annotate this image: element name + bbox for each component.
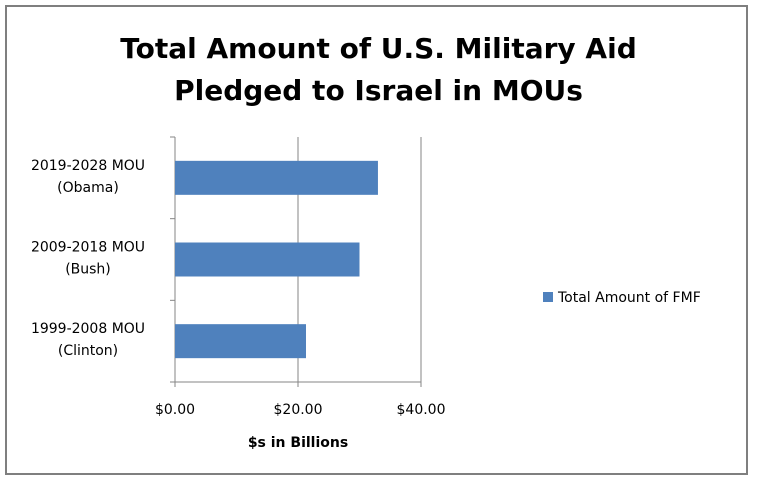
y-tick-label: 2019-2028 MOU (31, 158, 145, 174)
bar (175, 242, 360, 277)
y-tick-label: 1999-2008 MOU (31, 321, 145, 337)
chart-frame (5, 5, 748, 475)
y-tick-label: (Bush) (65, 262, 111, 278)
x-tick-label: $40.00 (397, 402, 446, 418)
y-tick-label: (Clinton) (58, 343, 118, 359)
legend-label: Total Amount of FMF (557, 290, 701, 306)
x-axis-title: $s in Billions (248, 435, 348, 451)
legend-swatch (543, 292, 553, 302)
chart-title: Total Amount of U.S. Military Aid Pledged… (0, 28, 757, 112)
legend: Total Amount of FMF (543, 290, 701, 306)
chart-title-line-1: Total Amount of U.S. Military Aid (120, 32, 637, 65)
chart-title-line: Total Amount of U.S. Military Aid Pledged… (0, 28, 757, 112)
chart-title-line-2: Pledged to Israel in MOUs (174, 74, 583, 107)
y-tick-label: (Obama) (57, 180, 119, 196)
bars (175, 160, 378, 359)
bar (175, 324, 306, 359)
x-tick-label: $20.00 (274, 402, 323, 418)
tick-labels: $0.00 $20.00 $40.00 1999-2008 MOU (Clinton) 2… (31, 158, 446, 418)
x-tick-label: $0.00 (155, 402, 195, 418)
y-tick-label: 2009-2018 MOU (31, 240, 145, 256)
bar (175, 160, 378, 195)
